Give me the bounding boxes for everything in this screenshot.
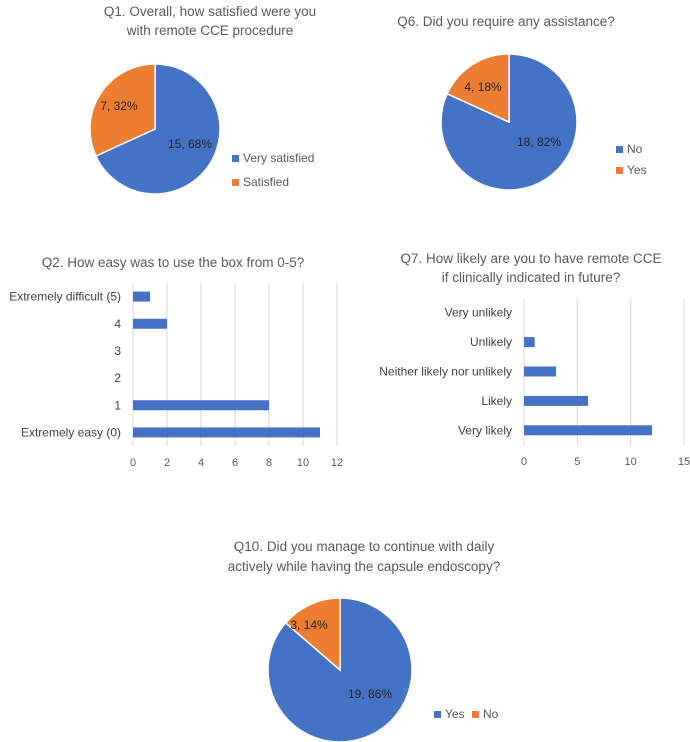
q7-category-label-3: Neither likely nor unlikely [379, 365, 512, 379]
q2-category-label-4: 2 [114, 371, 121, 385]
q7-bar-5 [524, 425, 652, 436]
q7-x-tick-3: 10 [625, 456, 637, 468]
q7-category-label-4: Likely [481, 394, 512, 408]
q1-data-label-1: 15, 68% [168, 137, 212, 151]
q1-title-line-1: Q1. Overall, how satisfied were you [104, 4, 316, 19]
q1-legend-swatch-1 [232, 155, 239, 162]
q6-legend-label-2: Yes [627, 163, 647, 177]
q1-slice-satisfied [89, 63, 156, 157]
q2-bar-5 [133, 400, 269, 411]
q10-pie-chart: Q10. Did you manage to continue with dai… [228, 539, 500, 742]
q7-bar-3 [524, 366, 556, 377]
q6-data-label-2: 4, 18% [464, 80, 502, 94]
q6-legend-label-1: No [627, 142, 643, 156]
q2-bar-1 [133, 291, 150, 302]
q6-slice-yes [446, 53, 510, 124]
q7-x-tick-1: 0 [521, 456, 527, 468]
q7-x-tick-2: 5 [574, 456, 580, 468]
q7-title-line-2: if clinically indicated in future? [442, 270, 621, 285]
q10-legend-label-2: No [483, 707, 499, 721]
q6-pie-chart: Q6. Did you require any assistance? 18, 8… [397, 14, 647, 191]
q1-legend-swatch-2 [232, 179, 239, 186]
q10-legend-swatch-1 [434, 711, 441, 718]
q10-data-label-2: 3, 14% [290, 618, 328, 632]
q2-x-tick-6: 10 [297, 457, 309, 469]
q10-title-line-2: actively while having the capsule endosc… [228, 559, 500, 574]
q10-legend-label-1: Yes [445, 707, 465, 721]
q2-category-label-3: 3 [114, 344, 121, 358]
q10-title-line-1: Q10. Did you manage to continue with dai… [234, 539, 495, 554]
q10-legend-swatch-2 [472, 711, 479, 718]
q7-bar-4 [524, 395, 588, 406]
q6-legend-swatch-2 [616, 167, 623, 174]
q7-title-line-1: Q7. How likely are you to have remote CC… [400, 251, 661, 266]
q2-x-tick-7: 12 [331, 457, 343, 469]
q6-legend-swatch-1 [616, 146, 623, 153]
q2-bar-chart: Q2. How easy was to use the box from 0-5… [9, 255, 343, 469]
q2-x-tick-5: 8 [266, 457, 272, 469]
q2-category-label-6: Extremely easy (0) [21, 425, 121, 439]
q2-x-tick-3: 4 [198, 457, 204, 469]
q10-data-label-1: 19, 86% [348, 687, 392, 701]
q2-category-label-1: Extremely difficult (5) [9, 290, 121, 304]
q1-legend-label-1: Very satisfied [243, 151, 314, 165]
q1-legend-label-2: Satisfied [243, 175, 289, 189]
q7-bar-2 [524, 337, 535, 348]
q2-bar-6 [133, 427, 320, 438]
q2-category-label-2: 4 [114, 317, 121, 331]
q7-category-label-1: Very unlikely [445, 306, 512, 320]
q2-x-tick-4: 6 [232, 457, 238, 469]
q6-title-line-1: Q6. Did you require any assistance? [397, 14, 615, 29]
q2-category-label-5: 1 [114, 398, 121, 412]
q2-x-tick-1: 0 [130, 457, 136, 469]
q6-data-label-1: 18, 82% [517, 135, 561, 149]
q2-x-tick-2: 2 [164, 457, 170, 469]
q7-x-tick-4: 15 [678, 456, 690, 468]
q7-category-label-5: Very likely [458, 423, 512, 437]
q1-data-label-2: 7, 32% [100, 99, 138, 113]
q7-bar-chart: Q7. How likely are you to have remote CC… [379, 251, 690, 468]
q2-title-line-1: Q2. How easy was to use the box from 0-5… [42, 255, 305, 270]
q2-bar-2 [133, 318, 167, 329]
q10-slice-no [284, 597, 341, 672]
q7-category-label-2: Unlikely [470, 335, 512, 349]
q1-title-line-2: with remote CCE procedure [126, 23, 294, 38]
q1-pie-chart: Q1. Overall, how satisfied were you with … [89, 4, 316, 195]
q1-slice-very-satisfied [94, 63, 221, 195]
